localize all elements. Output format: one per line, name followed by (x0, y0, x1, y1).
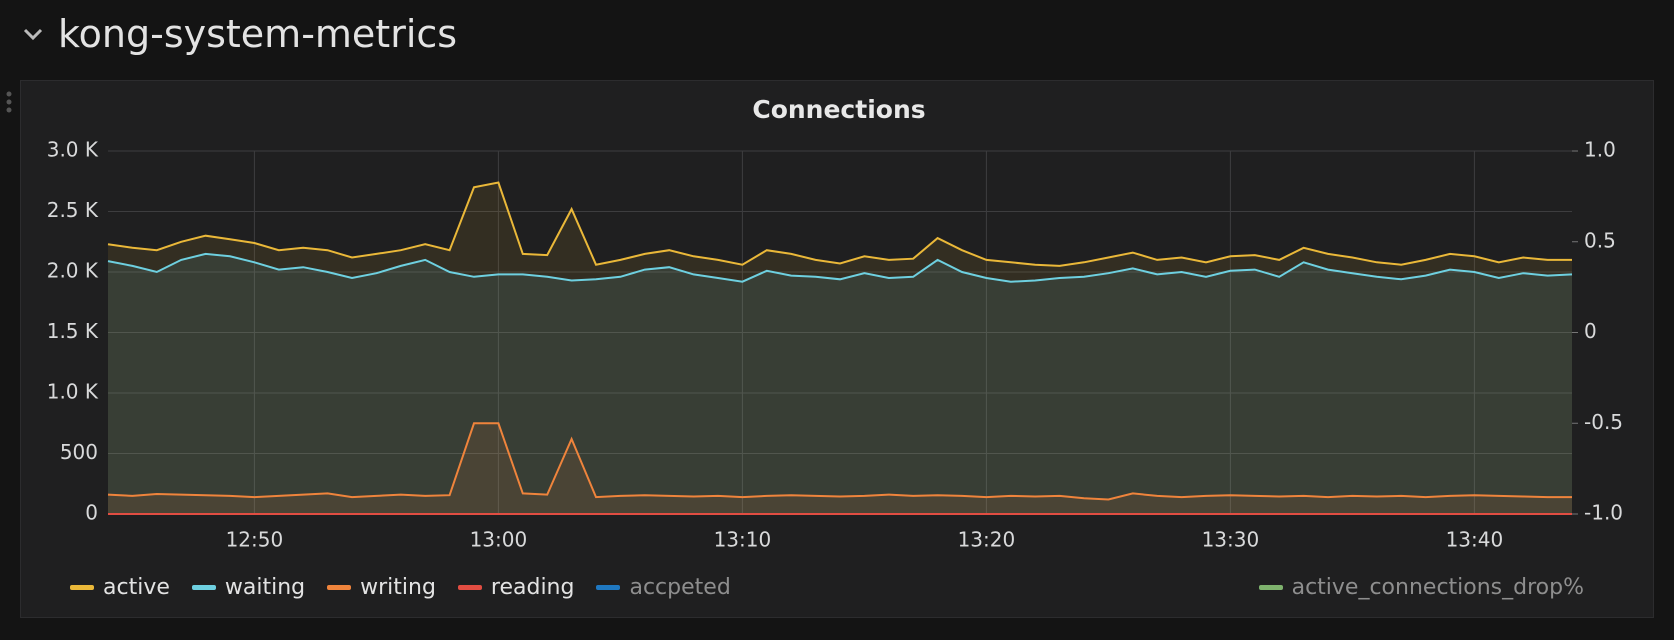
x-tick-label: 12:50 (226, 528, 284, 552)
x-tick-label: 13:00 (470, 528, 528, 552)
y-tick-label: 2.5 K (47, 198, 99, 222)
legend-swatch (596, 584, 621, 590)
series-area (108, 253, 1572, 514)
x-tick-label: 13:30 (1202, 528, 1260, 552)
legend-item[interactable]: waiting (191, 574, 306, 600)
x-tick-label: 13:20 (958, 528, 1016, 552)
chevron-icon (23, 28, 43, 41)
y-tick-label: 2.0 K (47, 259, 99, 283)
legend-swatch (1258, 584, 1283, 590)
legend-item[interactable]: accpeted (596, 574, 731, 600)
y-tick-label: 500 (60, 440, 98, 464)
legend-label: active (103, 574, 170, 600)
legend-item[interactable]: active_connections_drop% (1258, 574, 1584, 600)
y-tick-label: 1.5 K (47, 319, 99, 343)
legend-swatch (70, 584, 94, 590)
series-line (107, 252, 1573, 283)
y2-tick-label: -1.0 (1584, 501, 1623, 525)
series-line (107, 181, 1572, 267)
y2-tick-label: 0 (1584, 319, 1597, 343)
y2-tick-label: 1.0 (1584, 138, 1616, 162)
series-area (108, 182, 1572, 514)
legend-label: reading (490, 574, 575, 600)
legend-label: accpeted (629, 574, 731, 600)
y-tick-label: 0 (85, 501, 98, 525)
panel (20, 80, 1654, 618)
chart-title: Connections (752, 95, 925, 124)
series-line (107, 422, 1572, 501)
legend-item[interactable]: reading (457, 574, 575, 600)
legend-label: waiting (224, 574, 306, 600)
legend-swatch (327, 584, 352, 590)
legend-item[interactable]: active (70, 575, 170, 600)
y2-tick-label: 0.5 (1584, 228, 1616, 252)
legend-swatch (191, 584, 216, 590)
y2-tick-label: -0.5 (1584, 410, 1623, 434)
legend-label: active_connections_drop% (1291, 574, 1584, 600)
y-tick-label: 3.0 K (47, 138, 99, 162)
legend-item[interactable]: writing (327, 575, 436, 600)
y-tick-label: 1.0 K (47, 380, 99, 404)
row-header[interactable]: kong-system-metrics (22, 12, 457, 56)
x-tick-label: 13:10 (714, 528, 772, 552)
legend-label: writing (360, 574, 436, 600)
series-area (108, 423, 1572, 514)
legend-swatch (457, 584, 482, 590)
legend: active waiting writing reading accpeted activ… (70, 570, 1606, 604)
row-title: kong-system-metrics (58, 12, 458, 56)
x-tick-label: 13:40 (1446, 528, 1504, 552)
drag-handle[interactable] (5, 90, 15, 120)
